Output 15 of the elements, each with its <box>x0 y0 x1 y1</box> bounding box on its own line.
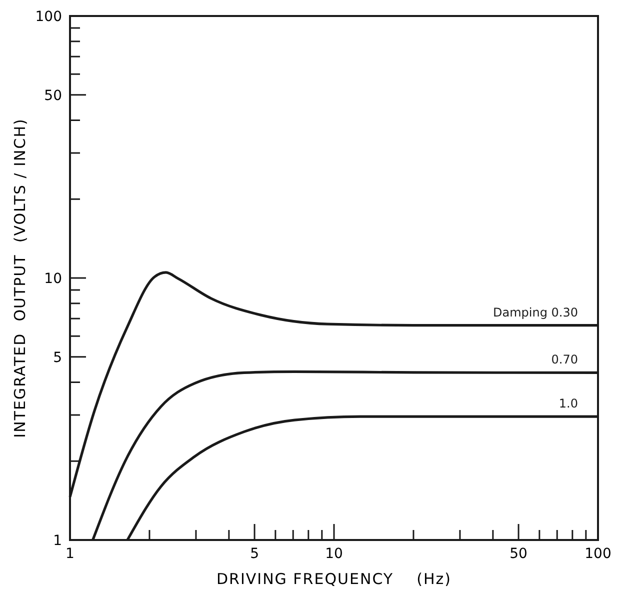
x-tick-label: 5 <box>250 546 259 562</box>
x-tick-label: 50 <box>510 546 528 562</box>
x-axis-title: DRIVING FREQUENCY (Hz) <box>216 570 452 588</box>
series-label: 1.0 <box>558 396 578 411</box>
y-tick-label: 10 <box>44 270 62 287</box>
x-tick-label: 1 <box>66 546 74 562</box>
series-label: 0.70 <box>551 352 578 367</box>
y-tick-label: 5 <box>53 350 62 366</box>
y-axis-title: INTEGRATED OUTPUT (VOLTS / INCH) <box>11 118 29 438</box>
y-tick-label: 100 <box>35 8 62 25</box>
x-tick-label: 100 <box>584 546 612 562</box>
x-tick-label: 10 <box>325 546 343 562</box>
y-tick-label: 1 <box>53 532 62 549</box>
y-tick-label: 50 <box>44 88 62 104</box>
series-label: Damping 0.30 <box>493 305 578 320</box>
